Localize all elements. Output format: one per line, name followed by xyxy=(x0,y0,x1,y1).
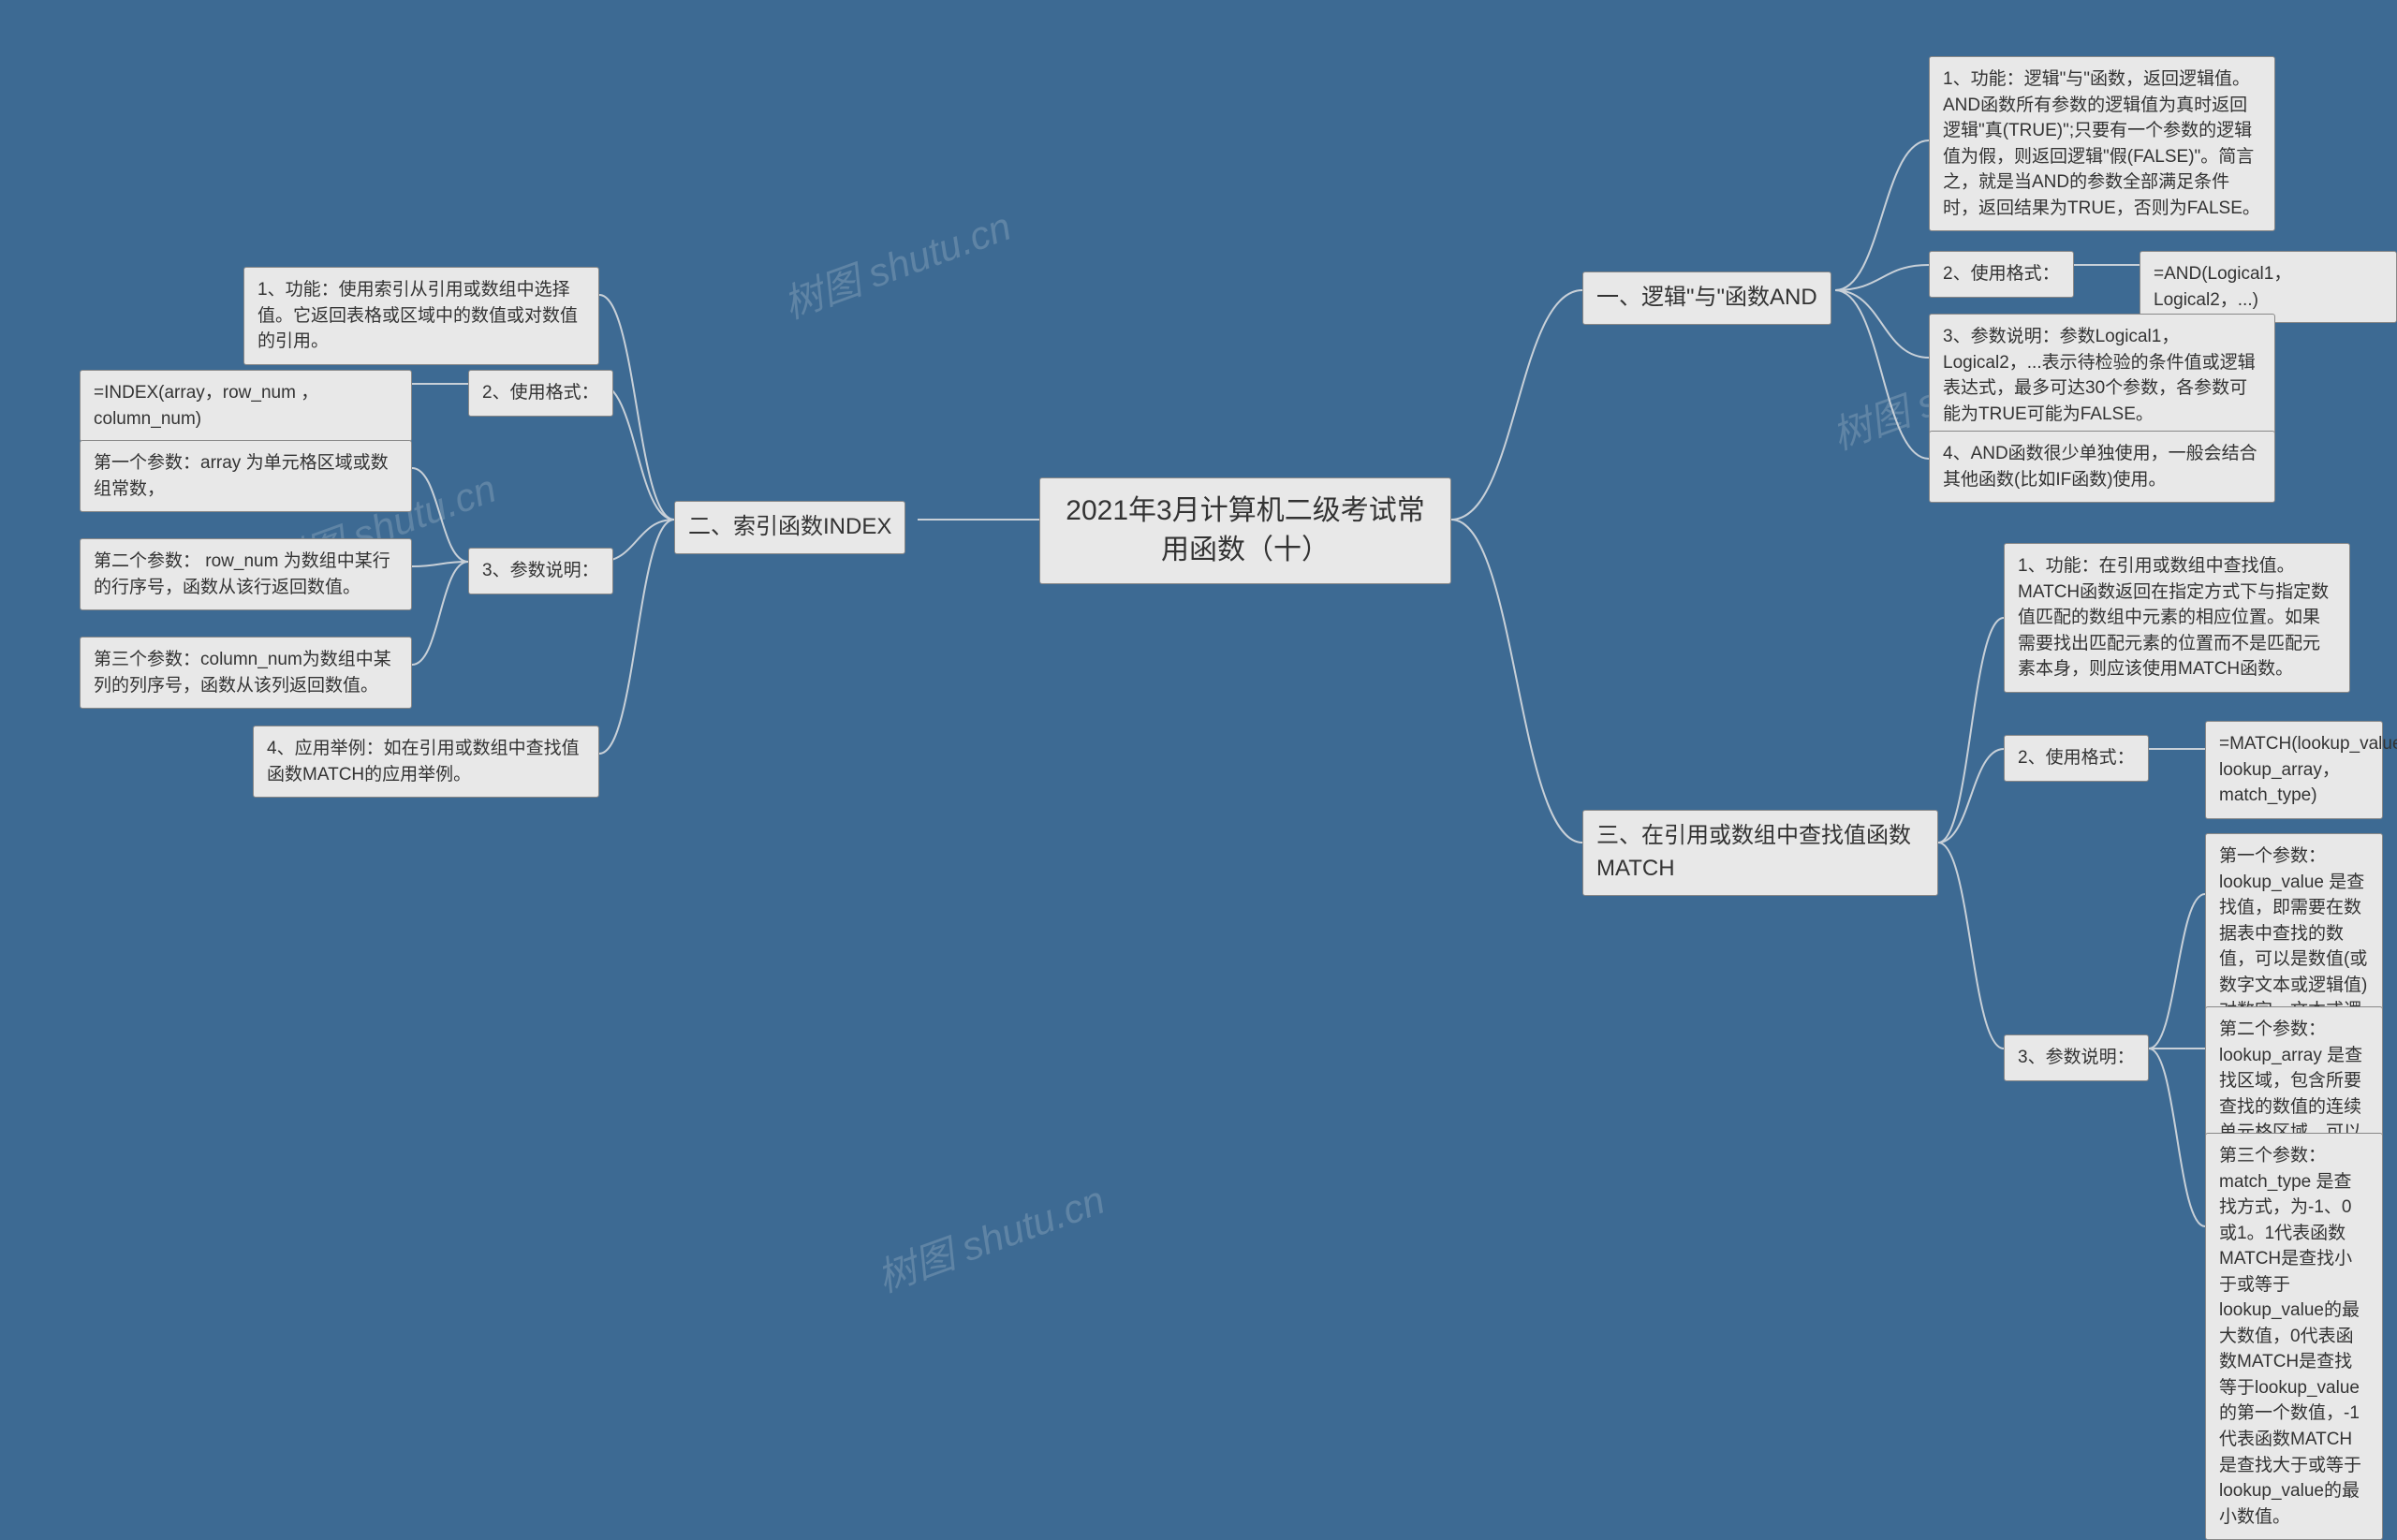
branch-match: 三、在引用或数组中查找值函数MATCH xyxy=(1582,810,1938,896)
match-c1: 1、功能：在引用或数组中查找值。MATCH函数返回在指定方式下与指定数值匹配的数… xyxy=(2004,543,2350,693)
index-c3-p3: 第三个参数：column_num为数组中某列的列序号，函数从该列返回数值。 xyxy=(80,637,412,709)
branch-index: 二、索引函数INDEX xyxy=(674,501,905,554)
match-c2-label: 2、使用格式： xyxy=(2004,735,2149,782)
index-c3-label: 3、参数说明： xyxy=(468,548,613,594)
watermark: 树图 shutu.cn xyxy=(868,1168,1111,1303)
match-c2-detail: =MATCH(lookup_value，lookup_array，match_t… xyxy=(2205,721,2383,819)
index-c1: 1、功能：使用索引从引用或数组中选择值。它返回表格或区域中的数值或对数值的引用。 xyxy=(243,267,599,365)
and-c4: 4、AND函数很少单独使用，一般会结合其他函数(比如IF函数)使用。 xyxy=(1929,431,2275,503)
branch-and: 一、逻辑"与"函数AND xyxy=(1582,271,1831,325)
root-node: 2021年3月计算机二级考试常用函数（十） xyxy=(1039,477,1451,584)
index-c2-detail: =INDEX(array，row_num ，column_num) xyxy=(80,370,412,442)
watermark: 树图 shutu.cn xyxy=(774,195,1018,330)
index-c3-p2: 第二个参数： row_num 为数组中某行的行序号，函数从该行返回数值。 xyxy=(80,538,412,610)
and-c3: 3、参数说明：参数Logical1，Logical2，...表示待检验的条件值或… xyxy=(1929,314,2275,437)
and-c1: 1、功能：逻辑"与"函数，返回逻辑值。AND函数所有参数的逻辑值为真时返回逻辑"… xyxy=(1929,56,2275,231)
and-c2-label: 2、使用格式： xyxy=(1929,251,2074,298)
and-c2-detail: =AND(Logical1，Logical2，...) xyxy=(2140,251,2397,323)
index-c3-p1: 第一个参数：array 为单元格区域或数组常数， xyxy=(80,440,412,512)
match-c3-label: 3、参数说明： xyxy=(2004,1034,2149,1081)
match-c3-p3: 第三个参数：match_type 是查找方式，为-1、0或1。1代表函数MATC… xyxy=(2205,1133,2383,1540)
index-c4: 4、应用举例：如在引用或数组中查找值函数MATCH的应用举例。 xyxy=(253,726,599,798)
index-c2-label: 2、使用格式： xyxy=(468,370,613,417)
